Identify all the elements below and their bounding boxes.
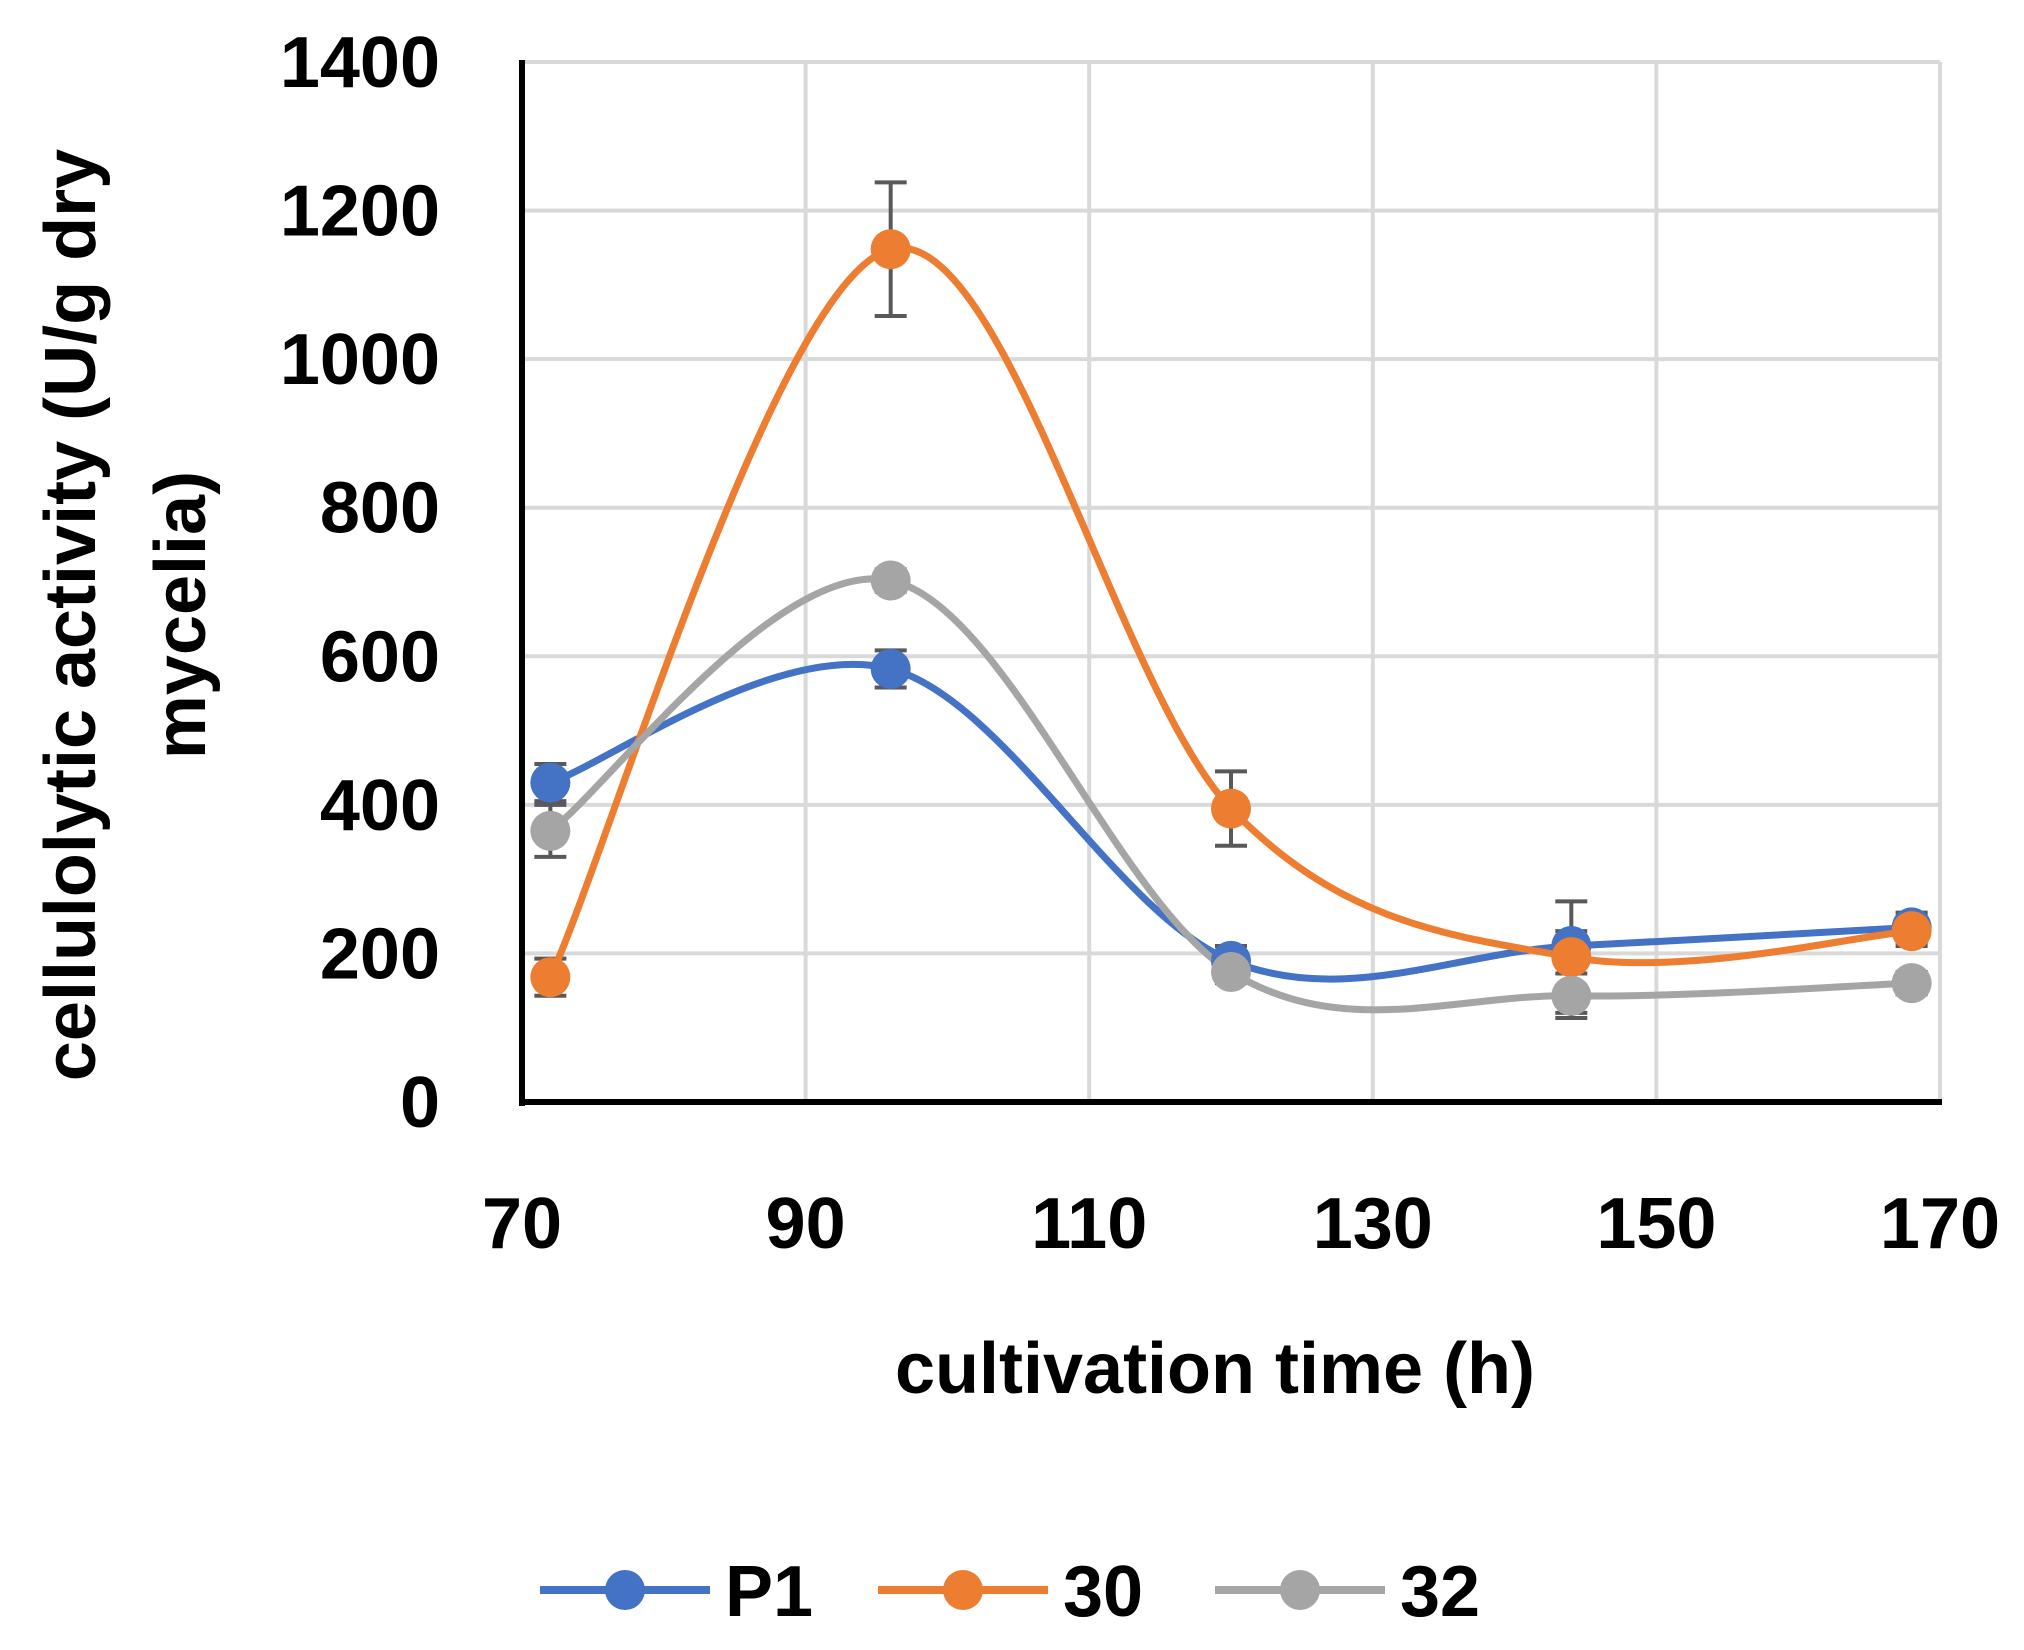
data-point-32: [1891, 963, 1932, 1004]
y-tick-label: 1400: [280, 23, 440, 103]
y-tick-label: 1200: [280, 172, 440, 252]
data-point-32: [1211, 952, 1251, 992]
data-point-P1: [530, 762, 571, 803]
series-line-32: [546, 575, 1916, 1014]
x-tick-label: 90: [766, 1184, 846, 1264]
x-tick-label: 110: [1031, 1184, 1147, 1264]
series-lines: [546, 244, 1916, 1014]
legend-marker-32: [1280, 1570, 1320, 1610]
x-tick-label: 170: [1880, 1184, 2000, 1264]
x-tick-label: 70: [482, 1184, 562, 1264]
data-point-32: [1551, 975, 1592, 1016]
x-tick-label: 130: [1313, 1184, 1433, 1264]
legend-label-30: 30: [1063, 1552, 1143, 1632]
y-tick-label: 400: [320, 766, 440, 846]
y-tick-labels: 0 200 400 600 800 1000 1200 1400: [280, 23, 440, 1143]
data-point-32: [530, 810, 571, 851]
gridlines: [522, 60, 1942, 1102]
data-point-P1: [870, 648, 911, 689]
data-point-32: [870, 560, 911, 601]
legend-marker-P1: [605, 1570, 645, 1610]
x-tick-label: 150: [1596, 1184, 1716, 1264]
data-point-30: [1211, 788, 1251, 829]
series-line-30: [546, 244, 1916, 981]
data-point-30: [1891, 911, 1932, 952]
data-point-30: [530, 957, 571, 998]
legend-label-P1: P1: [725, 1552, 813, 1632]
axes: [519, 60, 1942, 1106]
y-tick-label: 600: [320, 617, 440, 697]
data-points: [530, 229, 1932, 1016]
y-axis-title-line-1: cellulolytic activity (U/g dry: [31, 149, 111, 1081]
y-axis-title-line-2: mycelia): [141, 471, 221, 759]
y-axis-title: cellulolytic activity (U/g dry mycelia): [31, 149, 221, 1081]
y-tick-label: 200: [320, 914, 440, 994]
legend-label-32: 32: [1400, 1552, 1480, 1632]
data-point-30: [1551, 937, 1592, 978]
data-point-30: [870, 229, 911, 270]
legend-marker-30: [943, 1570, 983, 1610]
x-tick-labels: 70 90 110 130 150 170: [482, 1184, 2000, 1264]
legend: P1 30 32: [540, 1552, 1480, 1632]
y-tick-label: 1000: [280, 320, 440, 400]
y-tick-label: 800: [320, 469, 440, 549]
y-tick-label: 0: [400, 1063, 440, 1143]
x-axis-title: cultivation time (h): [895, 1329, 1535, 1409]
error-bars: [534, 180, 1928, 1021]
